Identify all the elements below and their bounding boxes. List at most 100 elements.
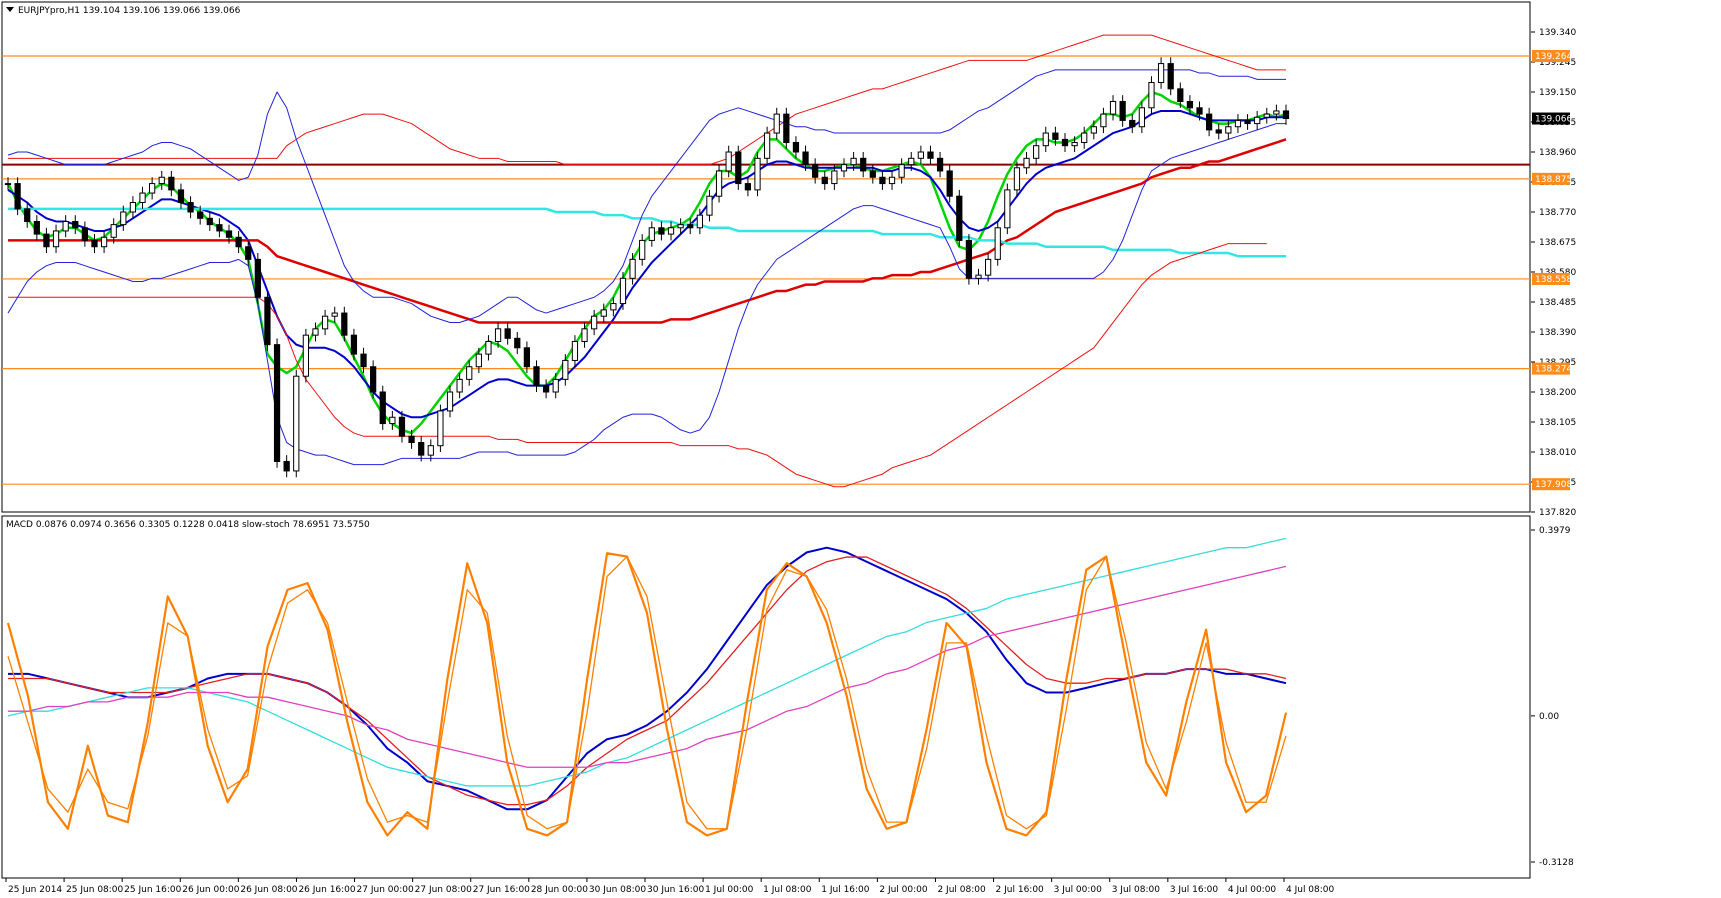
level-tag (1532, 272, 1570, 285)
candle-body (629, 258, 636, 279)
time-axis-label: 3 Jul 08:00 (1112, 885, 1161, 895)
price-axis-label: 138.770 (1539, 208, 1576, 218)
candle-body (1004, 189, 1011, 229)
level-tag-label: 138.875 (1535, 175, 1572, 185)
candle-body (149, 183, 156, 194)
candle-body (100, 236, 108, 248)
time-axis-label: 26 Jun 08:00 (240, 885, 297, 895)
candle-body (81, 227, 88, 241)
candle-body (1254, 116, 1261, 125)
candle-body (667, 227, 675, 235)
candle-body (725, 151, 732, 172)
candle-body (562, 359, 569, 380)
candle-body (206, 217, 213, 226)
time-axis-label: 1 Jul 08:00 (763, 885, 812, 895)
bb-lower-red-line (8, 243, 1267, 488)
candle-body (523, 347, 531, 368)
time-axis-label: 27 Jun 08:00 (415, 885, 472, 895)
candle-body (610, 303, 617, 311)
candle-body (619, 277, 627, 305)
candle-body (379, 391, 386, 425)
candle-body (14, 183, 21, 210)
candle-body (1061, 138, 1069, 147)
level-tag-label: 137.908 (1535, 480, 1572, 490)
ma-magenta-line (8, 565, 1287, 768)
candle-body (1225, 126, 1232, 134)
macd-blue-line (8, 546, 1287, 811)
candle-body (783, 113, 790, 144)
candle-body (120, 211, 127, 226)
candle-body (706, 195, 713, 216)
candle-body (571, 340, 579, 361)
candle-body (581, 328, 588, 342)
candle-body (1244, 119, 1251, 125)
price-axis-label: 139.245 (1539, 58, 1576, 68)
candle-body (1206, 113, 1213, 131)
candle-body (1109, 100, 1117, 115)
candle-body (254, 258, 261, 298)
time-axis-label: 3 Jul 00:00 (1054, 885, 1103, 895)
candle-body (466, 366, 473, 380)
candle-body (370, 366, 377, 393)
candle-body (552, 378, 559, 393)
candle-body (187, 202, 194, 213)
candle-body (216, 224, 223, 232)
candle-body (1081, 132, 1088, 144)
time-axis-label: 25 Jun 2014 (8, 885, 62, 895)
candle-body (177, 189, 185, 204)
candle-body (658, 227, 665, 235)
candle-body (139, 192, 146, 204)
level-tag (1532, 362, 1570, 375)
candle-body (91, 239, 98, 248)
ma-red-slow-line (8, 138, 1287, 324)
candle-body (1090, 126, 1097, 134)
bb-upper-blue-line (7, 69, 1286, 324)
candle-body (398, 416, 406, 437)
candle-body (302, 334, 310, 377)
candle-body (831, 170, 838, 185)
indicator-axis-label: 0.3979 (1539, 526, 1571, 536)
candle-body (898, 164, 905, 178)
candle-body (1100, 113, 1107, 128)
price-axis-label: 138.010 (1539, 448, 1576, 458)
time-axis-label: 25 Jun 08:00 (66, 885, 123, 895)
level-tag (1532, 50, 1570, 62)
time-axis-label: 26 Jun 16:00 (298, 885, 355, 895)
dropdown-triangle-icon (6, 7, 14, 12)
time-axis-label: 28 Jun 00:00 (531, 885, 588, 895)
candle-body (927, 151, 934, 159)
candle-body (514, 337, 521, 349)
candle-body (418, 442, 425, 456)
candle-body (965, 239, 973, 279)
stoch-k-line (6, 552, 1288, 837)
candle-body (129, 202, 137, 213)
candle-body (446, 391, 454, 412)
candle-body (504, 328, 511, 339)
ma-cyan-slow-line (8, 207, 1286, 258)
candle-body (1177, 88, 1184, 102)
candle-body (456, 378, 463, 393)
candle-body (1042, 132, 1049, 147)
candle-body (494, 328, 502, 342)
candle-body (33, 220, 40, 235)
level-tag (1532, 172, 1570, 185)
candle-body (1196, 107, 1203, 115)
candle-body (812, 164, 819, 178)
candle-body (158, 176, 165, 185)
time-axis-label: 26 Jun 00:00 (182, 885, 239, 895)
candle-body (879, 176, 886, 185)
level-tag-label: 139.264 (1535, 52, 1572, 62)
candle-body (936, 157, 944, 172)
indicator-axis-label: -0.3128 (1539, 858, 1574, 868)
level-tag-label: 138.558 (1535, 275, 1572, 285)
candle-body (715, 170, 723, 197)
price-axis-label: 138.675 (1539, 238, 1576, 248)
candle-body (4, 183, 12, 186)
time-axis-label: 27 Jun 00:00 (357, 885, 414, 895)
candle-body (1234, 119, 1242, 128)
candle-body (763, 132, 771, 159)
time-axis-label: 1 Jul 16:00 (821, 885, 870, 895)
candle-body (821, 176, 828, 185)
candle-body (1023, 157, 1030, 169)
